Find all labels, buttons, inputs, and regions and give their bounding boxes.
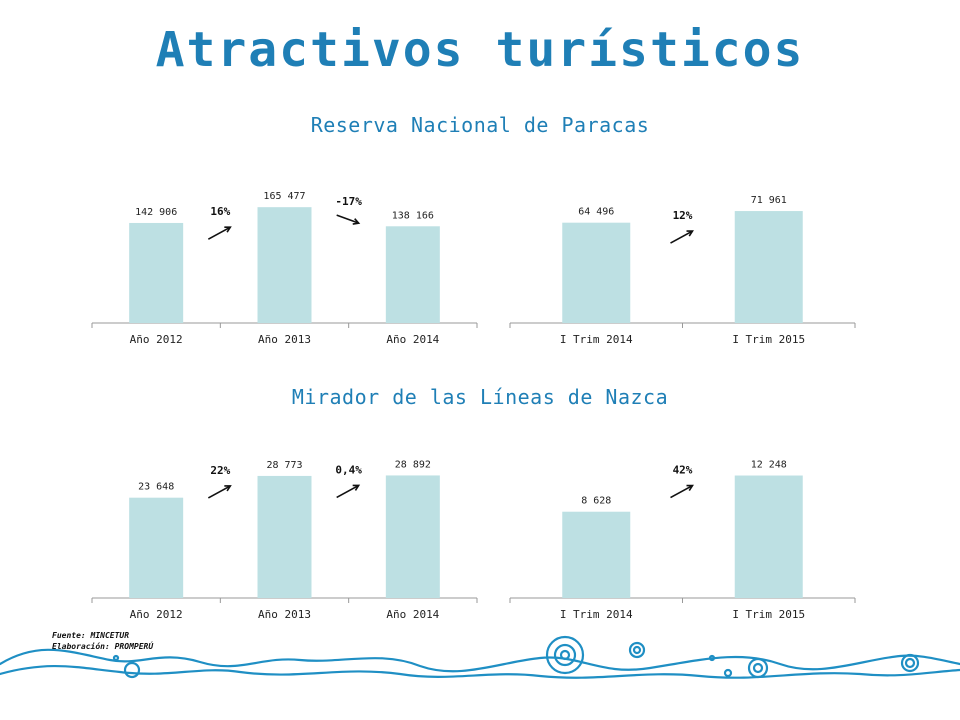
- change-percent-label: 0,4%: [335, 463, 362, 476]
- section-title-nazca: Mirador de las Líneas de Nazca: [291, 385, 669, 409]
- swirl-icon: [632, 645, 642, 655]
- arrow-head-icon: [352, 484, 361, 491]
- arrow-up-icon: [207, 485, 231, 499]
- bar-value-label: 71 961: [751, 195, 787, 206]
- bar: [734, 211, 803, 323]
- swirl-icon: [900, 653, 920, 673]
- wave-line-2: [0, 664, 960, 679]
- bar-value-label: 12 248: [751, 460, 787, 471]
- x-tick-label: Año 2014: [386, 333, 439, 346]
- x-tick-label: I Trim 2014: [560, 608, 633, 621]
- change-percent-label: 22%: [210, 464, 230, 477]
- bar-value-label: 28 892: [395, 459, 431, 470]
- arrow-up-icon: [336, 484, 360, 499]
- bar-value-label: 142 906: [135, 207, 177, 218]
- swirl-icon: [545, 635, 585, 675]
- arrow-head-icon: [686, 230, 694, 237]
- source-line: Fuente: MINCETUR: [52, 631, 130, 640]
- arrow-down-icon: [336, 214, 359, 224]
- swirl-icon: [747, 657, 769, 679]
- source-note: Fuente: MINCETUR Elaboración: PROMPERÚ: [52, 630, 153, 652]
- bar: [385, 226, 440, 323]
- arrow-head-icon: [224, 485, 232, 492]
- change-percent-label: 16%: [210, 205, 230, 218]
- arrow-up-icon: [670, 484, 693, 499]
- bar-value-label: 138 166: [392, 210, 434, 221]
- bar: [257, 475, 312, 598]
- arrow-head-icon: [224, 226, 232, 233]
- bar: [562, 511, 631, 598]
- change-percent-label: 12%: [673, 209, 693, 222]
- x-tick-label: Año 2013: [258, 333, 311, 346]
- arrow-up-icon: [207, 226, 231, 240]
- bar-value-label: 165 477: [263, 191, 305, 202]
- x-tick-label: Año 2012: [130, 333, 183, 346]
- arrow-up-icon: [670, 230, 693, 244]
- bar-chart-nazca-quarterly: 8 628 I Trim 2014 12 248 I Trim 2015 42%: [509, 460, 856, 621]
- bar-chart-nazca-annual: 23 648 Año 2012 28 773 Año 2013 28 892 Año 20…: [91, 459, 478, 621]
- x-tick-label: I Trim 2014: [560, 333, 633, 346]
- bar: [129, 222, 184, 323]
- bar-chart-paracas-quarterly: 64 496 I Trim 2014 71 961 I Trim 2015 12%: [509, 195, 856, 346]
- ring-icon: [112, 654, 120, 662]
- swirl-icon: [628, 641, 646, 659]
- x-tick-label: Año 2013: [258, 608, 311, 621]
- ring-icon: [123, 661, 141, 679]
- bar: [562, 222, 631, 323]
- bar: [129, 497, 184, 598]
- ring-icon: [708, 654, 716, 662]
- swirl-icon: [553, 643, 577, 667]
- swirl-icon: [559, 649, 571, 661]
- bar-chart-paracas-annual: 142 906 Año 2012 165 477 Año 2013 138 166 Año…: [91, 191, 478, 346]
- decorative-swirl-wave: [0, 635, 960, 679]
- swirl-icon: [904, 657, 916, 669]
- bar-value-label: 28 773: [266, 460, 302, 471]
- bar-value-label: 23 648: [138, 482, 174, 493]
- page-title: Atractivos turísticos: [155, 22, 805, 78]
- bar-value-label: 64 496: [578, 207, 614, 218]
- x-tick-label: I Trim 2015: [732, 608, 805, 621]
- arrow-head-icon: [686, 484, 694, 491]
- arrow-head-icon: [352, 218, 361, 225]
- bar: [385, 475, 440, 598]
- ring-icon: [723, 668, 733, 678]
- swirl-icon: [752, 662, 764, 674]
- change-percent-label: -17%: [335, 195, 362, 208]
- x-tick-label: Año 2012: [130, 608, 183, 621]
- bar: [734, 475, 803, 598]
- change-percent-label: 42%: [673, 464, 693, 477]
- x-tick-label: I Trim 2015: [732, 333, 805, 346]
- bar-value-label: 8 628: [581, 496, 611, 507]
- section-title-paracas: Reserva Nacional de Paracas: [310, 113, 650, 137]
- x-tick-label: Año 2014: [386, 608, 439, 621]
- bar: [257, 207, 312, 323]
- wave-line: [0, 648, 960, 673]
- elaboration-line: Elaboración: PROMPERÚ: [52, 642, 154, 651]
